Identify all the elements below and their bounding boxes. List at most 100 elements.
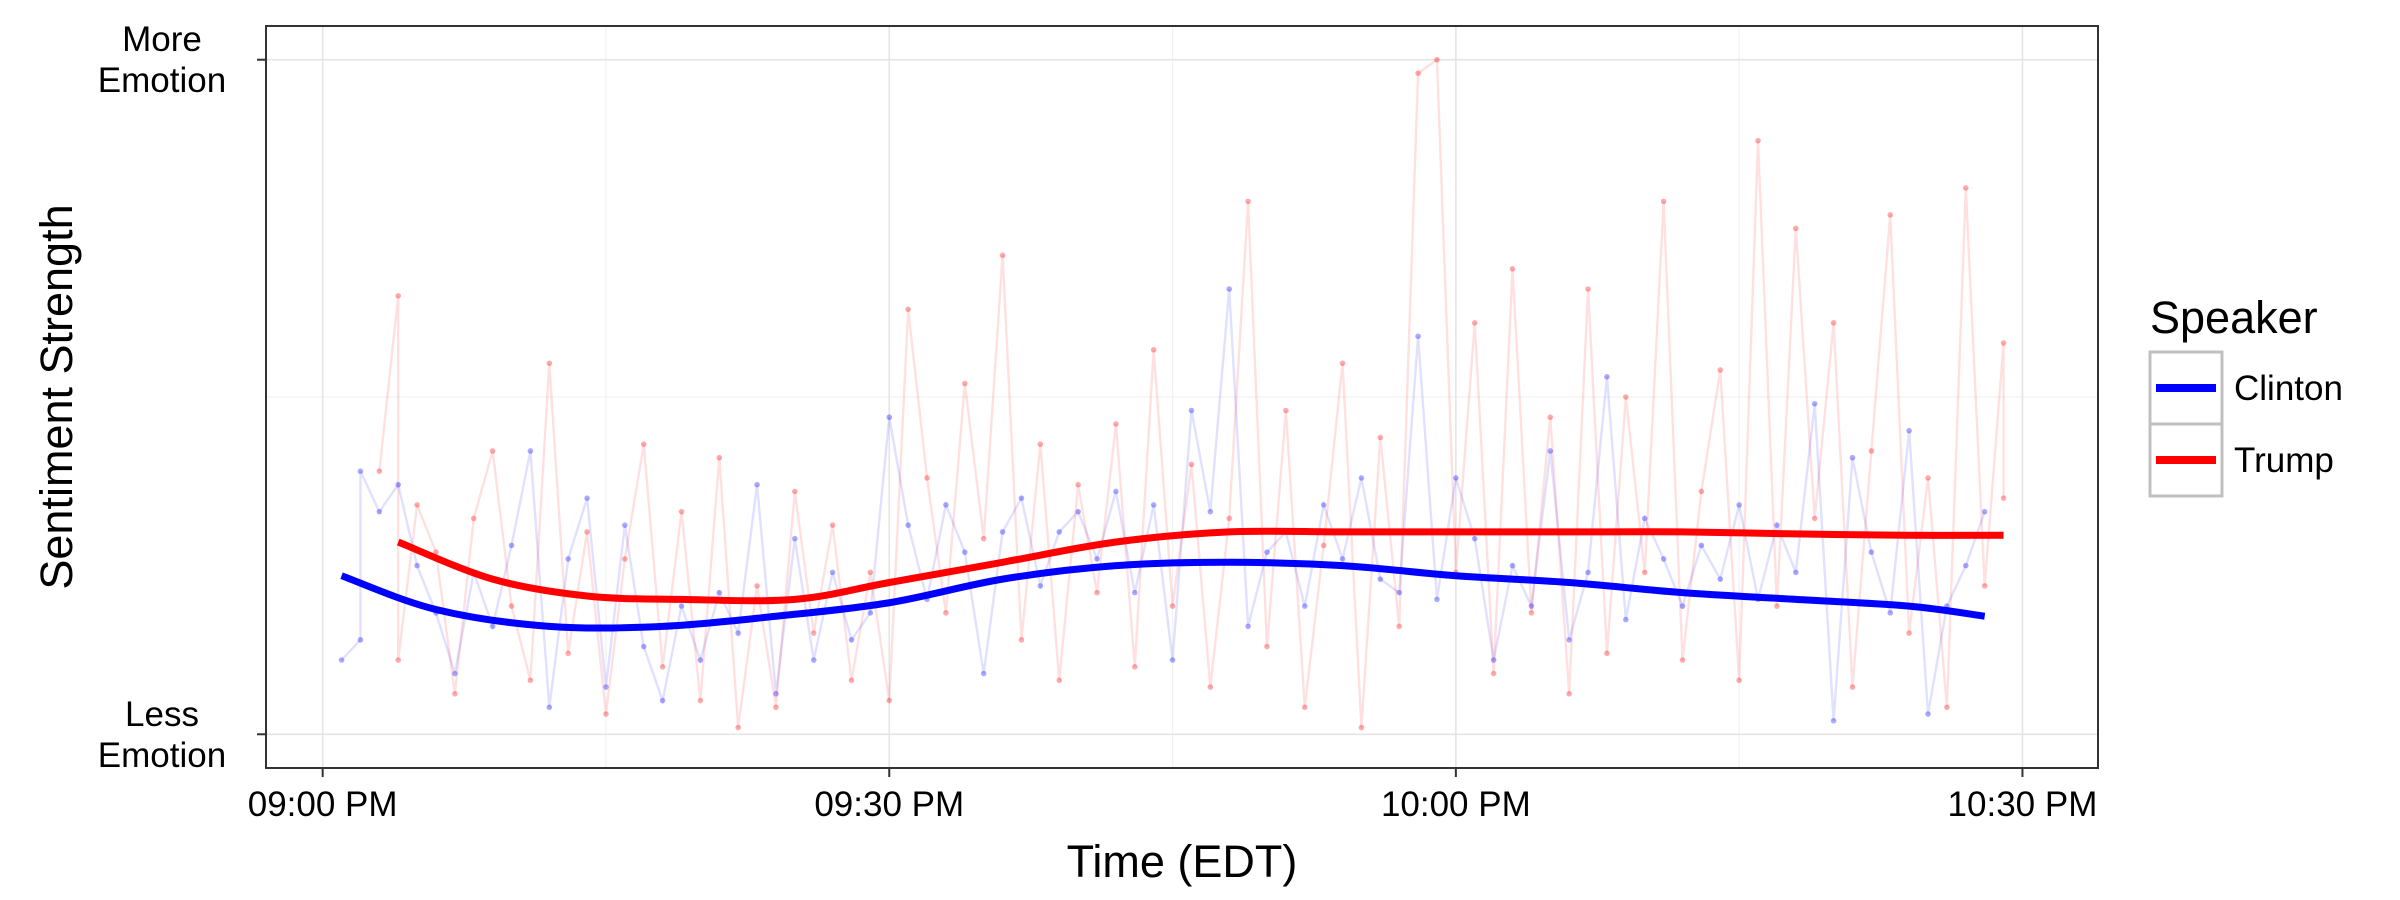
trump-point	[376, 468, 383, 475]
clinton-point	[1056, 529, 1063, 535]
clinton-point	[829, 569, 836, 576]
y-tick-label: Less Emotion	[98, 695, 226, 775]
grid-major	[266, 26, 2098, 768]
clinton-point	[905, 522, 911, 528]
trump-point	[1169, 603, 1176, 609]
trump-point	[1679, 657, 1686, 663]
clinton-point	[1490, 657, 1497, 663]
trump-point	[754, 583, 760, 589]
clinton-point	[1226, 286, 1233, 292]
trump-point	[792, 488, 798, 495]
trump-point	[1471, 320, 1478, 326]
trump-point	[1906, 630, 1912, 636]
clinton-point	[1264, 549, 1270, 555]
clinton-point	[640, 643, 647, 650]
trump-point	[1868, 448, 1875, 454]
x-tick-label: 10:30 PM	[1948, 785, 2098, 824]
trump-point	[1944, 704, 1950, 711]
clinton-point	[1641, 515, 1648, 522]
trump-point	[716, 454, 723, 461]
clinton-point	[565, 556, 571, 562]
trump-point	[1264, 643, 1270, 650]
clinton-point	[1736, 502, 1742, 508]
trump-point	[1887, 212, 1894, 218]
x-tick-label: 09:30 PM	[814, 785, 964, 824]
clinton-point	[357, 637, 364, 643]
trump-point	[1793, 225, 1799, 232]
trump-point	[395, 293, 402, 299]
clinton-point	[1245, 623, 1251, 630]
clinton-point	[1547, 448, 1554, 454]
trump-point	[1981, 583, 1988, 589]
trump-point	[697, 697, 704, 704]
trump-point	[1188, 461, 1195, 468]
trump-point	[1528, 610, 1535, 616]
clinton-point	[1207, 508, 1214, 515]
trump-point	[489, 448, 496, 454]
trump-point	[1245, 198, 1251, 205]
trump-raw-line	[378, 57, 2005, 728]
clinton-point	[773, 691, 779, 697]
clinton-point	[1150, 502, 1157, 508]
trump-point	[1698, 488, 1705, 495]
trump-point	[414, 502, 420, 508]
clinton-raw-line	[340, 288, 1986, 721]
raw-points	[338, 56, 2007, 731]
trump-point	[829, 522, 836, 528]
clinton-point	[1113, 488, 1119, 495]
clinton-point	[1774, 522, 1780, 528]
trump-point	[1623, 394, 1629, 400]
clinton-point	[414, 562, 420, 569]
clinton-point	[527, 448, 534, 454]
clinton-point	[1453, 475, 1459, 481]
trump-point	[433, 549, 439, 555]
clinton-point	[1396, 589, 1402, 596]
trump-point	[1641, 569, 1648, 576]
trump-point	[1226, 515, 1233, 522]
trump-point	[1283, 407, 1289, 414]
trump-point	[1358, 724, 1365, 731]
clinton-point	[1037, 583, 1044, 589]
trump-point	[1339, 360, 1346, 367]
grid-minor	[266, 26, 2098, 768]
clinton-point	[1509, 562, 1516, 569]
clinton-point	[735, 630, 741, 636]
trump-legend-label: Trump	[2234, 441, 2334, 480]
trump-point	[924, 475, 930, 481]
clinton-point	[1830, 717, 1837, 724]
clinton-point	[980, 670, 987, 677]
y-axis: Less Emotion More Emotion	[98, 20, 266, 775]
clinton-point	[376, 508, 383, 515]
clinton-point	[489, 623, 496, 630]
trump-point	[1490, 670, 1497, 677]
trump-point	[1037, 441, 1044, 448]
clinton-legend-label: Clinton	[2234, 369, 2343, 408]
clinton-point	[697, 657, 704, 663]
clinton-point	[754, 481, 760, 488]
clinton-point	[1793, 569, 1799, 576]
trump-point	[943, 610, 949, 616]
trump-point	[1849, 684, 1856, 690]
clinton-smooth-line	[340, 558, 1986, 632]
trump-point	[980, 535, 987, 542]
trump-point	[678, 508, 685, 515]
clinton-point	[962, 549, 968, 555]
x-axis: 09:00 PM 09:30 PM 10:00 PM 10:30 PM	[248, 768, 2098, 824]
trump-point	[1962, 185, 1969, 191]
legend-keys: Clinton Trump	[2148, 350, 2343, 498]
clinton-point	[659, 697, 666, 704]
trump-point	[2000, 340, 2007, 346]
trump-point	[1755, 137, 1761, 144]
clinton-point	[1868, 549, 1875, 555]
clinton-point	[1566, 637, 1572, 643]
trump-point	[1131, 664, 1138, 670]
clinton-point	[1301, 603, 1308, 609]
clinton-point	[1962, 562, 1969, 569]
clinton-point	[792, 535, 798, 542]
trump-point	[1547, 414, 1554, 421]
clinton-point	[546, 704, 553, 711]
trump-smooth-line	[396, 527, 2004, 605]
trump-point	[1717, 367, 1724, 373]
clinton-point	[1471, 535, 1478, 542]
clinton-point	[1925, 711, 1931, 717]
